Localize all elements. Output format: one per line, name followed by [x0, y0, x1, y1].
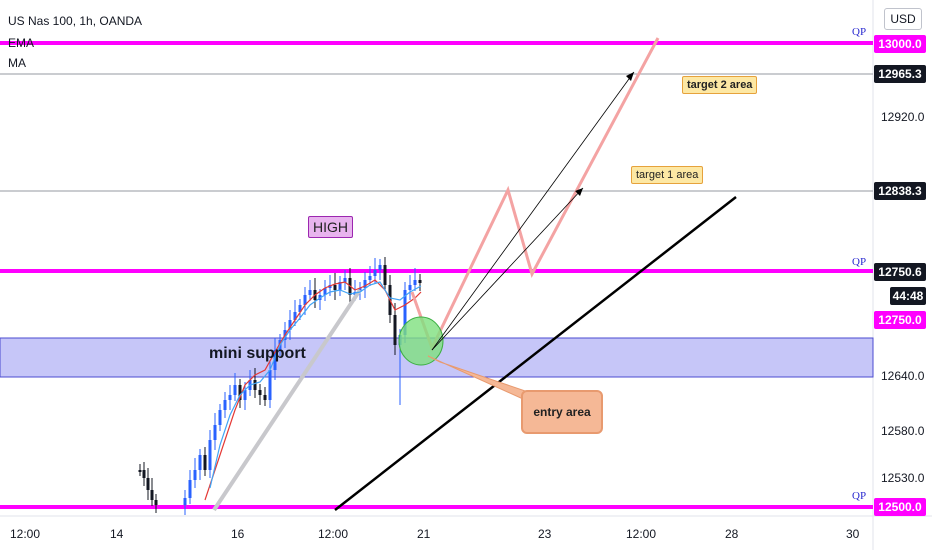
target-2-label[interactable]: target 2 area [682, 76, 758, 94]
candle-body [228, 395, 232, 400]
ema-indicator-label[interactable]: EMA [8, 36, 35, 50]
candle-body [188, 480, 192, 498]
candle-body [338, 282, 342, 290]
x-label-6: 12:00 [626, 527, 657, 541]
candle-body [288, 320, 292, 330]
price-tag-12838: 12838.3 [874, 182, 926, 200]
candle-body [213, 425, 217, 440]
candle-body [208, 440, 212, 470]
price-tag-12965: 12965.3 [874, 65, 926, 83]
x-label-5: 23 [538, 527, 552, 541]
candle-body [293, 312, 297, 320]
candle-body [198, 455, 202, 470]
candle-body [154, 500, 158, 505]
candle-body [253, 380, 257, 390]
candle-body [268, 370, 272, 400]
x-label-4: 21 [417, 527, 431, 541]
price-tag-12750: 12750.0 [874, 311, 926, 329]
candle-body [138, 470, 142, 472]
x-label-1: 14 [110, 527, 124, 541]
grey-trendline[interactable] [212, 288, 362, 512]
price-tag-12750-6: 12750.6 [874, 263, 926, 281]
countdown-tag: 44:48 [890, 287, 926, 305]
candle-body [343, 278, 347, 282]
candle-body [393, 315, 397, 345]
candle-body [233, 385, 237, 395]
price-tag-13000: 13000.0 [874, 35, 926, 53]
candle-body [218, 410, 222, 425]
candle-body [238, 385, 242, 400]
arrow-target-1[interactable] [431, 187, 584, 351]
candle-body [333, 285, 337, 290]
black-trendline[interactable] [334, 196, 737, 511]
x-label-3: 12:00 [318, 527, 349, 541]
currency-button[interactable]: USD [884, 8, 922, 30]
candle-body [408, 285, 412, 290]
candle-body [363, 280, 367, 288]
candle-body [142, 470, 146, 478]
candle-body [378, 265, 382, 270]
candle-body [413, 280, 417, 285]
ma-line [209, 281, 422, 489]
target-1-label[interactable]: target 1 area [631, 166, 704, 184]
candle-body [263, 395, 267, 400]
qp-label-mid: QP [852, 256, 867, 268]
arrow-target-1-head [575, 188, 583, 196]
x-label-8: 30 [846, 527, 860, 541]
arrow-target-2[interactable] [431, 71, 635, 351]
candle-body [323, 288, 327, 295]
candle-body [403, 290, 407, 335]
candle-body [308, 290, 312, 295]
mini-support-label[interactable]: mini support [209, 345, 306, 362]
entry-area-bubble[interactable]: entry area [521, 390, 603, 434]
candle-body [193, 470, 197, 480]
high-label[interactable]: HIGH [308, 216, 353, 238]
candle-body [203, 455, 207, 470]
x-label-0: 12:00 [10, 527, 41, 541]
y-label-12920: 12920.0 [881, 110, 925, 124]
entry-circle[interactable] [398, 316, 444, 366]
y-label-12580: 12580.0 [881, 424, 925, 438]
qp-label-bottom: QP [852, 490, 867, 502]
candle-body [243, 390, 247, 400]
y-label-12530: 12530.0 [881, 471, 925, 485]
candle-body [150, 490, 154, 500]
candle-body [373, 270, 377, 276]
x-label-7: 28 [725, 527, 739, 541]
candle-body [258, 390, 262, 395]
candle-body [146, 478, 150, 490]
candle-body [273, 350, 277, 370]
candle-body [223, 400, 227, 410]
candle-body [418, 280, 422, 283]
candle-body [298, 305, 302, 312]
candle-body [368, 276, 372, 280]
candle-body [183, 498, 187, 505]
x-label-2: 16 [231, 527, 245, 541]
arrow-target-2-head [626, 72, 634, 81]
candle-body [303, 295, 307, 305]
y-label-12640: 12640.0 [881, 369, 925, 383]
symbol-title[interactable]: US Nas 100, 1h, OANDA [8, 14, 143, 28]
qp-label-top: QP [852, 26, 867, 38]
ma-indicator-label[interactable]: MA [8, 56, 26, 70]
price-tag-12500: 12500.0 [874, 498, 926, 516]
candle-body [383, 265, 387, 285]
